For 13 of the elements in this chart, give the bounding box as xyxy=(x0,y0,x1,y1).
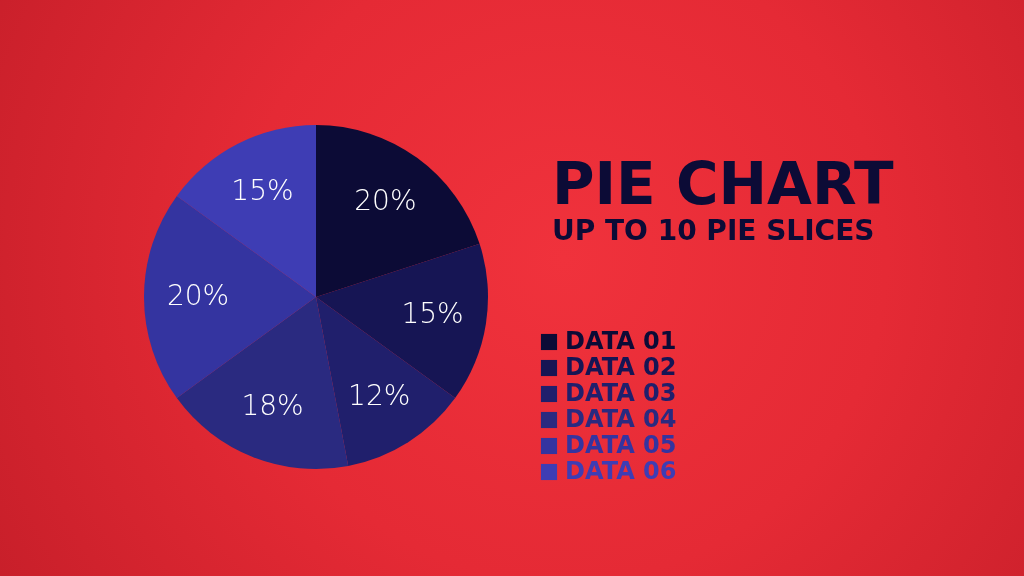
legend-label: DATA 05 xyxy=(565,431,677,459)
data-label: 15% xyxy=(401,297,464,331)
legend-label: DATA 06 xyxy=(565,457,677,485)
legend-label: DATA 02 xyxy=(565,353,677,381)
pie-slice xyxy=(316,125,480,297)
legend-label: DATA 03 xyxy=(565,379,677,407)
data-label: 12% xyxy=(348,378,411,412)
data-label: 15% xyxy=(231,173,294,207)
data-label: 20% xyxy=(166,279,230,312)
legend-label: DATA 01 xyxy=(565,327,677,355)
data-label: 20% xyxy=(354,183,417,217)
legend-label: DATA 04 xyxy=(565,405,677,433)
data-label: 18% xyxy=(241,388,304,422)
